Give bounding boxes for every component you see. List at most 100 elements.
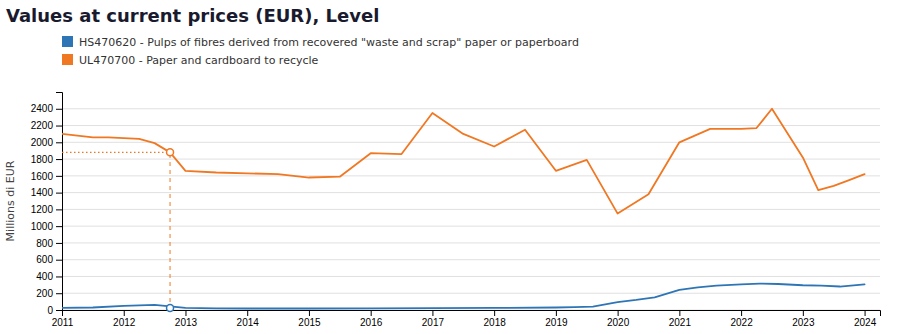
tick: 2200 xyxy=(31,120,62,131)
marks xyxy=(62,109,865,310)
tick-mark xyxy=(432,310,433,316)
tick-label: 2011 xyxy=(52,317,74,328)
tick-label: 2400 xyxy=(31,103,54,114)
legend-swatch xyxy=(62,54,73,65)
tick: 800 xyxy=(36,238,62,249)
tick-mark xyxy=(865,310,866,316)
tick-label: 2015 xyxy=(298,317,321,328)
tick-mark xyxy=(56,293,62,294)
tick-mark xyxy=(556,310,557,316)
annotation-hline xyxy=(62,152,170,153)
tick-mark xyxy=(56,310,62,311)
legend-label: HS470620 - Pulps of fibres derived from … xyxy=(79,36,579,49)
tick: 600 xyxy=(36,254,62,265)
tick: 0 xyxy=(47,305,62,316)
tick-label: 2017 xyxy=(422,317,445,328)
tick: 1400 xyxy=(31,187,62,198)
tick-mark xyxy=(185,310,186,316)
tick: 1800 xyxy=(31,154,62,165)
tick-mark xyxy=(679,310,680,316)
tick: 2012 xyxy=(113,310,136,328)
legend-label: UL470700 - Paper and cardboard to recycl… xyxy=(79,54,319,67)
tick: 2022 xyxy=(730,310,753,328)
tick-mark xyxy=(124,310,125,316)
annotation-vline xyxy=(170,152,171,310)
tick-label: 2000 xyxy=(31,137,54,148)
tick-label: 2200 xyxy=(31,120,54,131)
tick-mark xyxy=(741,310,742,316)
tick: 2018 xyxy=(484,310,507,328)
tick-label: 2023 xyxy=(792,317,815,328)
tick-label: 2012 xyxy=(113,317,136,328)
tick-mark xyxy=(371,310,372,316)
tick-label: 2019 xyxy=(545,317,568,328)
tick-label: 1600 xyxy=(31,171,54,182)
y-axis: 0 200 400 600 800 1000 1200 1400 1600 1800 2000 220… xyxy=(31,93,63,316)
tick: 2021 xyxy=(669,310,692,328)
y-axis-title: Millions di EUR xyxy=(4,160,17,241)
background xyxy=(0,0,898,334)
tick: 2011 xyxy=(52,310,74,328)
tick: 2014 xyxy=(237,310,260,328)
tick-label: 2013 xyxy=(175,317,198,328)
title: Values at current prices (EUR), Level xyxy=(6,5,379,26)
tick-mark xyxy=(56,226,62,227)
grid-line xyxy=(62,108,880,109)
grid-line xyxy=(62,192,880,193)
tick-label: 2024 xyxy=(854,317,877,328)
tick-mark xyxy=(56,276,62,277)
grid-line xyxy=(62,209,880,210)
tick-label: 200 xyxy=(36,288,53,299)
tick-label: 2016 xyxy=(360,317,383,328)
tick: 2013 xyxy=(175,310,198,328)
tick-mark xyxy=(803,310,804,316)
tick: 2023 xyxy=(792,310,815,328)
grid-line xyxy=(62,259,880,260)
tick-mark xyxy=(56,109,62,110)
chart: Values at current prices (EUR), Level HS4… xyxy=(0,0,898,334)
tick: 2024 xyxy=(854,310,877,328)
tick: 1600 xyxy=(31,171,62,182)
annotation-marker xyxy=(167,304,174,311)
grid-line xyxy=(62,175,880,176)
tick: 2400 xyxy=(31,103,62,114)
legend-swatch xyxy=(62,36,73,47)
tick-label: 2021 xyxy=(669,317,692,328)
tick-label: 2014 xyxy=(237,317,260,328)
grid xyxy=(62,109,880,310)
tick: 2016 xyxy=(360,310,383,328)
legend-item: UL470700 - Paper and cardboard to recycl… xyxy=(62,54,319,67)
tick: 400 xyxy=(36,271,62,282)
tick-label: 400 xyxy=(36,271,53,282)
tick-mark xyxy=(309,310,310,316)
grid-line xyxy=(62,142,880,143)
grid-line xyxy=(62,226,880,227)
tick-mark xyxy=(56,243,62,244)
tick-mark xyxy=(56,260,62,261)
series-line xyxy=(62,109,865,214)
tick: 2015 xyxy=(298,310,321,328)
tick-label: 1400 xyxy=(31,187,54,198)
tick-label: 2022 xyxy=(730,317,753,328)
tick-mark xyxy=(56,209,62,210)
tick: 1000 xyxy=(31,221,62,232)
tick-label: 0 xyxy=(47,305,53,316)
plot: 2011 2012 2013 2014 2015 2016 2017 2018 2019 2020… xyxy=(31,93,881,329)
tick-label: 2018 xyxy=(484,317,507,328)
tick-label: 2020 xyxy=(607,317,630,328)
tick: 2020 xyxy=(607,310,630,328)
tick-mark xyxy=(618,310,619,316)
tick-mark xyxy=(56,142,62,143)
tick-mark xyxy=(56,159,62,160)
tick: 1200 xyxy=(31,204,62,215)
grid-line xyxy=(62,159,880,160)
annotation-marker xyxy=(167,149,174,156)
tick: 2017 xyxy=(422,310,445,328)
x-axis: 2011 2012 2013 2014 2015 2016 2017 2018 2019 2020… xyxy=(52,310,881,328)
grid-line xyxy=(62,293,880,294)
tick-label: 1800 xyxy=(31,154,54,165)
tick-label: 1000 xyxy=(31,221,54,232)
tick: 200 xyxy=(36,288,62,299)
axis-line xyxy=(56,93,63,311)
tick-mark xyxy=(56,126,62,127)
